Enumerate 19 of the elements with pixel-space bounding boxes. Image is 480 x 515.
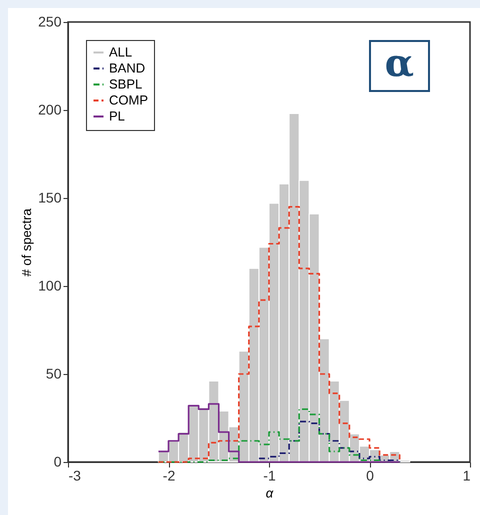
legend-label: SBPL [109, 76, 142, 92]
legend-label: ALL [109, 44, 132, 60]
y-tick-label: 0 [54, 454, 62, 470]
x-tick-label: -2 [162, 468, 176, 484]
y-tick-label: 50 [46, 366, 62, 382]
x-tick-label: -1 [263, 468, 276, 484]
y-tick-label: 250 [38, 14, 62, 30]
x-tick-label: 1 [462, 468, 471, 484]
y-tick-label: 150 [38, 190, 62, 206]
x-axis-title: α [266, 486, 274, 500]
legend-label: COMP [109, 92, 148, 108]
annotation: α [368, 40, 430, 92]
x-tick-label: 0 [366, 468, 374, 484]
legend-label: BAND [109, 60, 146, 76]
x-tick-label: -3 [68, 468, 82, 484]
y-tick-label: 200 [38, 102, 62, 118]
y-tick-label: 100 [38, 278, 62, 294]
legend-label: PL [109, 108, 125, 124]
y-axis-title: # of spectra [19, 208, 34, 276]
